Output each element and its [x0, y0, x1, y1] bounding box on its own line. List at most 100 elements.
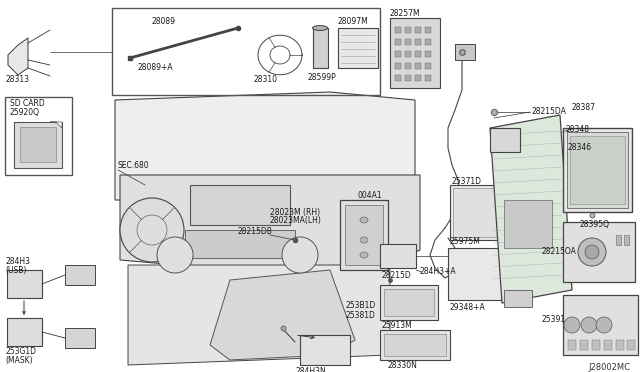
Text: 284H3: 284H3 [5, 257, 30, 266]
Text: 28215OA: 28215OA [542, 247, 577, 257]
Bar [390, 18, 440, 88]
Polygon shape [8, 38, 28, 75]
Bar [405, 51, 411, 57]
Circle shape [282, 237, 318, 273]
Polygon shape [115, 92, 415, 200]
Bar [504, 200, 552, 248]
Bar [563, 128, 632, 212]
Bar [405, 39, 411, 45]
Text: 25371D: 25371D [452, 177, 482, 186]
Bar [380, 285, 438, 320]
Bar [455, 44, 475, 60]
Text: 28599P: 28599P [308, 74, 337, 83]
Bar [340, 200, 388, 270]
Circle shape [564, 317, 580, 333]
Text: J28002MC: J28002MC [588, 363, 630, 372]
Text: 28023M (RH): 28023M (RH) [270, 208, 320, 217]
Bar [580, 340, 588, 350]
Text: 25920Q: 25920Q [10, 109, 40, 118]
Polygon shape [490, 115, 572, 303]
Bar [425, 75, 431, 81]
Text: 25381D: 25381D [346, 311, 376, 320]
Bar [504, 290, 532, 307]
Bar [490, 128, 520, 152]
Bar [405, 27, 411, 33]
Bar [380, 330, 450, 360]
Text: 253B1D: 253B1D [346, 301, 376, 310]
Text: 25391: 25391 [542, 315, 566, 324]
Bar [345, 205, 383, 265]
Text: 284H3N: 284H3N [296, 368, 327, 372]
Text: 28097M: 28097M [338, 17, 369, 26]
Circle shape [596, 317, 612, 333]
Bar [624, 235, 629, 245]
Ellipse shape [360, 252, 368, 258]
Circle shape [157, 237, 193, 273]
Bar [7, 270, 42, 298]
Bar [395, 51, 401, 57]
Bar [395, 27, 401, 33]
Bar [384, 334, 446, 356]
Ellipse shape [312, 26, 328, 31]
Text: 28346: 28346 [568, 144, 592, 153]
Bar [5, 97, 72, 175]
Text: 284H3+A: 284H3+A [420, 267, 456, 276]
Circle shape [585, 245, 599, 259]
Text: 25913M: 25913M [382, 321, 413, 330]
Bar [563, 222, 635, 282]
Bar [453, 188, 507, 237]
Bar [7, 318, 42, 346]
Bar [313, 28, 328, 68]
Bar [604, 340, 612, 350]
Bar [415, 39, 421, 45]
Text: SEC.680: SEC.680 [118, 160, 150, 170]
Text: 28348: 28348 [565, 125, 589, 135]
Bar [380, 244, 416, 268]
Bar [14, 122, 62, 168]
Text: 253G1D: 253G1D [5, 347, 36, 356]
Bar [395, 75, 401, 81]
Text: 28089+A: 28089+A [138, 64, 173, 73]
Bar [65, 328, 95, 348]
Bar [415, 63, 421, 69]
Text: 28215D: 28215D [382, 270, 412, 279]
Bar [65, 265, 95, 285]
Bar [190, 185, 290, 225]
Bar [616, 340, 624, 350]
Ellipse shape [360, 237, 368, 243]
Bar [592, 340, 600, 350]
Bar [567, 132, 628, 208]
Bar [384, 289, 434, 316]
Bar [415, 75, 421, 81]
Bar [415, 27, 421, 33]
Circle shape [581, 317, 597, 333]
Text: 28395Q: 28395Q [580, 221, 610, 230]
Text: 28310: 28310 [254, 76, 278, 84]
Bar [415, 51, 421, 57]
Bar [448, 248, 512, 300]
Bar [112, 8, 380, 95]
Text: 28313: 28313 [5, 76, 29, 84]
Circle shape [578, 238, 606, 266]
Text: 004A1: 004A1 [358, 190, 383, 199]
Bar [300, 335, 350, 365]
Bar [425, 39, 431, 45]
Polygon shape [120, 175, 420, 280]
Text: 28330N: 28330N [388, 360, 418, 369]
Text: 29348+A: 29348+A [450, 304, 486, 312]
Text: 28023MA(LH): 28023MA(LH) [270, 217, 322, 225]
Polygon shape [50, 122, 62, 128]
Bar [395, 39, 401, 45]
Bar [563, 295, 638, 355]
Bar [185, 230, 295, 258]
Bar [425, 27, 431, 33]
Text: 28387: 28387 [572, 103, 596, 112]
Text: 28215DA: 28215DA [532, 108, 567, 116]
Bar [616, 235, 621, 245]
Bar [568, 340, 576, 350]
Bar [425, 51, 431, 57]
Bar [425, 63, 431, 69]
Text: 28089: 28089 [152, 17, 176, 26]
Ellipse shape [360, 217, 368, 223]
Text: (MASK): (MASK) [5, 356, 33, 366]
